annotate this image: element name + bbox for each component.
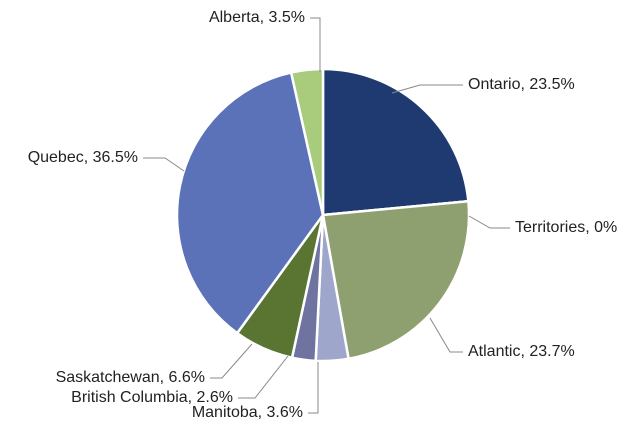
label-separator: , xyxy=(188,389,197,406)
category-name: Manitoba xyxy=(192,404,258,421)
data-label: Territories, 0% xyxy=(515,219,617,236)
value-label: 6.6% xyxy=(169,369,205,386)
category-name: Alberta xyxy=(209,9,260,26)
pie-slice xyxy=(321,199,471,361)
data-label: Manitoba, 3.6% xyxy=(192,404,303,421)
pie-slice xyxy=(175,71,325,335)
data-label: Alberta, 3.5% xyxy=(209,9,305,26)
leader-line xyxy=(310,17,321,72)
category-name: British Columbia xyxy=(71,389,188,406)
value-label: 23.7% xyxy=(529,343,574,360)
label-separator: , xyxy=(84,149,93,166)
value-label: 2.6% xyxy=(197,389,233,406)
label-separator: , xyxy=(520,76,529,93)
value-label: 3.6% xyxy=(267,404,303,421)
value-label: 0% xyxy=(594,219,617,236)
pie-slice xyxy=(289,67,325,216)
data-label: Ontario, 23.5% xyxy=(468,76,575,93)
leader-line xyxy=(238,355,289,399)
data-label: Atlantic, 23.7% xyxy=(468,343,575,360)
category-name: Saskatchewan xyxy=(56,369,160,386)
category-name: Quebec xyxy=(28,149,84,166)
value-label: 23.5% xyxy=(529,76,574,93)
value-label: 36.5% xyxy=(93,149,138,166)
data-label: Saskatchewan, 6.6% xyxy=(56,369,205,386)
leader-line xyxy=(429,317,463,353)
label-separator: , xyxy=(160,369,169,386)
pie-slice xyxy=(321,67,470,217)
data-label: Quebec, 36.5% xyxy=(28,149,138,166)
leader-line xyxy=(143,157,185,172)
label-separator: , xyxy=(585,219,594,236)
category-name: Territories xyxy=(515,219,585,236)
label-separator: , xyxy=(520,343,529,360)
leader-line xyxy=(391,84,463,94)
data-label: British Columbia, 2.6% xyxy=(71,389,233,406)
leader-line xyxy=(308,362,319,414)
value-label: 3.5% xyxy=(269,9,305,26)
leader-line xyxy=(210,343,253,379)
label-separator: , xyxy=(258,404,267,421)
leader-line xyxy=(468,215,510,229)
category-name: Atlantic xyxy=(468,343,520,360)
category-name: Ontario xyxy=(468,76,521,93)
label-separator: , xyxy=(260,9,269,26)
